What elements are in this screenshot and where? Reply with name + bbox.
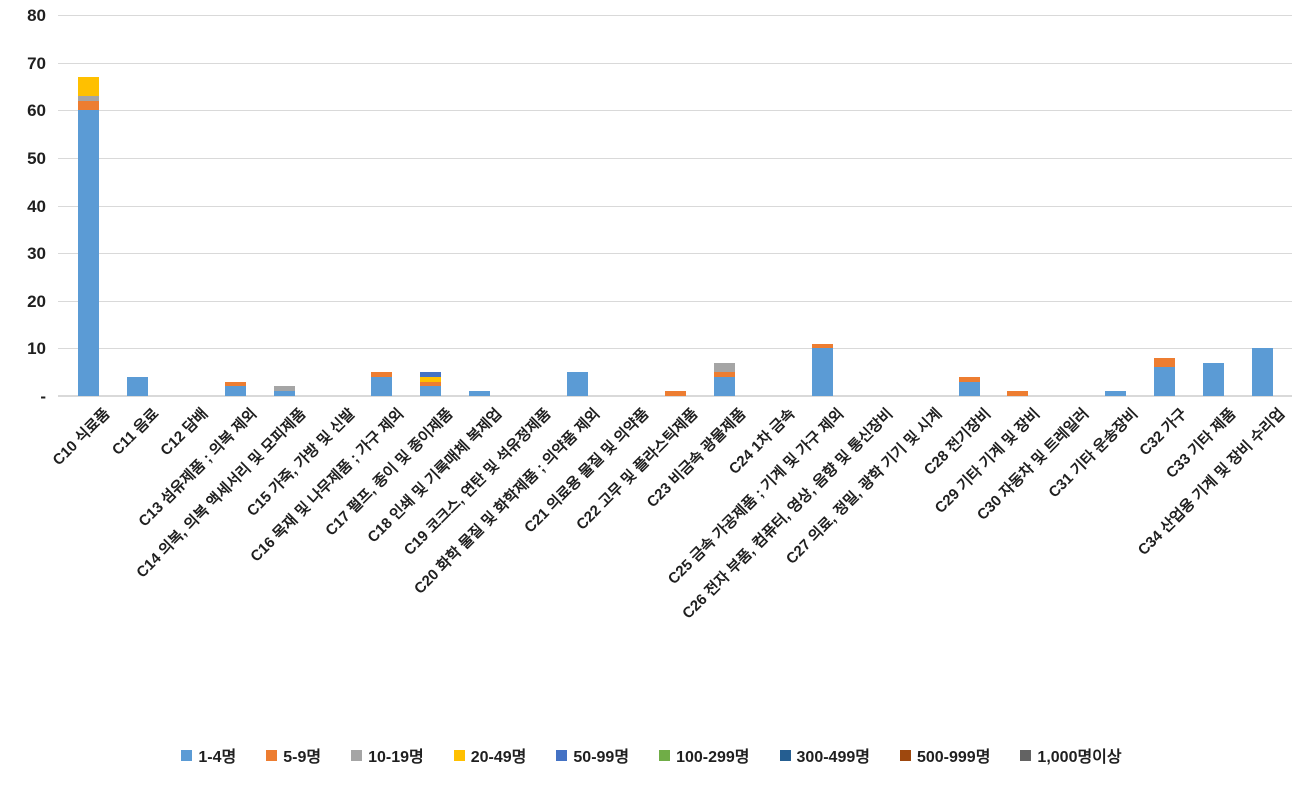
bar-segment: [371, 372, 393, 377]
x-axis-line: [58, 395, 1292, 397]
legend-label: 1,000명이상: [1037, 749, 1122, 766]
bar-segment: [273, 391, 295, 396]
gridline: [58, 15, 1292, 16]
y-axis-tick-label: 30: [27, 244, 46, 264]
legend-color-swatch-icon: [453, 749, 465, 761]
bar-segment: [1154, 367, 1176, 396]
bar-segment: [665, 391, 686, 396]
legend-label: 1-4명: [198, 749, 237, 766]
legend-color-swatch-icon: [181, 749, 193, 761]
gridline: [58, 253, 1292, 255]
x-axis-tick-label: C31 기타 운송장비: [1045, 405, 1142, 502]
bar-segment: [713, 372, 735, 377]
legend-item: 1,000명이상: [1020, 743, 1122, 767]
y-axis-tick-label: 20: [27, 291, 46, 311]
legend-item: 500-999명: [899, 743, 991, 767]
legend-item: 1-4명: [181, 743, 236, 767]
legend-label: 50-99명: [573, 749, 630, 766]
bar-segment: [713, 362, 735, 373]
bar-segment: [958, 381, 980, 396]
gridline: [58, 348, 1292, 350]
bar-segment: [1105, 391, 1127, 396]
bar-segment: [77, 76, 99, 96]
bar-segment: [77, 100, 99, 111]
x-axis-tick-label: C11 음료: [109, 405, 163, 459]
legend-label: 10-19명: [368, 749, 424, 766]
bar-segment: [126, 376, 148, 396]
bar-segment: [811, 348, 833, 396]
legend: 1-4명 5-9명 10-19명 20-49명 50-99명 100-299명 300-49…: [0, 743, 1303, 767]
y-axis-tick-label: 50: [27, 148, 46, 168]
legend-label: 100-299명: [676, 749, 750, 766]
legend-color-swatch-icon: [659, 749, 671, 761]
bar-segment: [1203, 362, 1225, 396]
bar-segment: [420, 372, 442, 377]
bar-segment: [77, 95, 99, 101]
bar-segment: [958, 376, 980, 382]
bar-segment: [1007, 391, 1029, 396]
bar-segment: [420, 376, 442, 382]
bar-segment: [713, 376, 735, 396]
legend-item: 5-9명: [266, 743, 321, 767]
y-axis-tick-label: 70: [27, 53, 46, 73]
legend-item: 20-49명: [453, 743, 527, 767]
legend-color-swatch-icon: [779, 749, 791, 761]
bar-segment: [371, 376, 393, 396]
bar-segment: [420, 386, 442, 396]
bar-segment: [567, 372, 589, 396]
y-axis-tick-label: 80: [27, 6, 46, 25]
y-axis-tick-label: 60: [27, 101, 46, 121]
legend-label: 500-999명: [916, 749, 991, 766]
legend-label: 20-49명: [470, 749, 527, 766]
x-axis-tick-label: C10 식료품: [50, 405, 114, 469]
gridline: [58, 110, 1292, 112]
gridline: [58, 62, 1292, 64]
gridline: [58, 205, 1292, 207]
legend-item: 100-299명: [659, 743, 750, 767]
bar-segment: [224, 381, 246, 387]
y-axis-tick-label: 10: [27, 339, 46, 359]
legend-color-swatch-icon: [899, 749, 911, 761]
legend-color-swatch-icon: [266, 749, 278, 761]
legend-item: 50-99명: [556, 743, 629, 767]
legend-color-swatch-icon: [351, 749, 363, 761]
legend-label: 5-9명: [283, 749, 322, 766]
legend-item: 10-19명: [351, 743, 424, 767]
gridline: [58, 300, 1292, 302]
gridline: [58, 157, 1292, 159]
bar-segment: [1252, 348, 1274, 396]
legend-color-swatch-icon: [1020, 749, 1032, 761]
y-axis-tick-label: -: [40, 387, 46, 406]
bar-segment: [77, 110, 99, 396]
legend-label: 300-499명: [796, 749, 870, 766]
bar-segment: [224, 386, 246, 396]
legend-color-swatch-icon: [556, 749, 568, 761]
bar-segment: [469, 391, 491, 396]
bar-segment: [811, 343, 833, 349]
bar-segment: [273, 386, 295, 392]
y-axis-tick-label: 40: [27, 196, 46, 216]
bar-segment: [420, 381, 442, 387]
bar-segment: [1154, 357, 1176, 368]
legend-item: 300-499명: [779, 743, 870, 767]
x-axis-tick-label: C20 화학 물질 및 화학제품 ; 의약품 제외: [410, 405, 603, 598]
